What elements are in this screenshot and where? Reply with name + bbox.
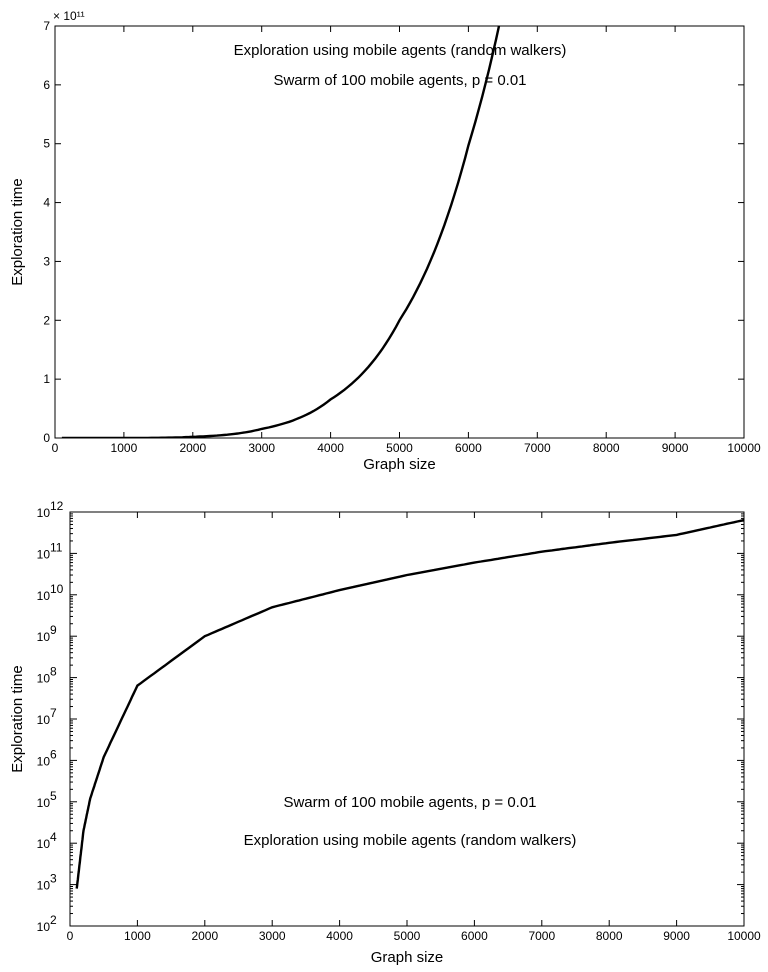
annotation: Swarm of 100 mobile agents, p = 0.01 xyxy=(283,794,536,811)
y-tick-label: 10 xyxy=(37,630,51,644)
y-tick-label: 10 xyxy=(37,754,51,768)
x-tick-label: 8000 xyxy=(593,441,620,455)
x-tick-label: 2000 xyxy=(191,929,218,943)
y-tick-exponent: 2 xyxy=(50,913,57,927)
x-tick-label: 0 xyxy=(52,441,59,455)
x-tick-label: 1000 xyxy=(124,929,151,943)
x-tick-label: 10000 xyxy=(727,441,761,455)
y-tick-exponent: 3 xyxy=(50,872,57,886)
y-axis-label: Exploration time xyxy=(9,665,26,773)
y-tick-label: 10 xyxy=(37,713,51,727)
x-tick-label: 5000 xyxy=(394,929,421,943)
y-tick-label: 10 xyxy=(37,547,51,561)
x-tick-label: 3000 xyxy=(259,929,286,943)
series-line xyxy=(75,518,744,889)
y-tick-exponent: 12 xyxy=(50,499,64,513)
y-tick-label: 7 xyxy=(43,19,50,33)
y-tick-label: 10 xyxy=(37,837,51,851)
y-tick-exponent: 4 xyxy=(50,830,57,844)
y-tick-label: 10 xyxy=(37,506,51,520)
annotation: Exploration using mobile agents (random … xyxy=(244,832,577,849)
y-tick-label: 10 xyxy=(37,796,51,810)
y-tick-exponent: 8 xyxy=(50,665,57,679)
x-tick-label: 0 xyxy=(67,929,74,943)
x-tick-label: 10000 xyxy=(727,929,761,943)
x-tick-label: 8000 xyxy=(596,929,623,943)
y-exponent-label: × 10¹¹ xyxy=(53,9,85,23)
x-tick-label: 7000 xyxy=(528,929,555,943)
x-tick-label: 6000 xyxy=(455,441,482,455)
y-tick-label: 6 xyxy=(43,78,50,92)
y-tick-exponent: 6 xyxy=(50,747,57,761)
chart-2: 0 1000 2000 3000 4000 5000 6000 7000 8000 9000 100… xyxy=(9,499,761,966)
y-tick-label: 10 xyxy=(37,589,51,603)
y-tick-exponent: 11 xyxy=(50,540,63,554)
y-tick-label: 10 xyxy=(37,672,51,686)
y-tick-label: 2 xyxy=(43,313,50,327)
annotation: Exploration using mobile agents (random … xyxy=(234,42,567,59)
y-tick-exponent: 5 xyxy=(50,789,57,803)
chart-1: 0 1000 2000 3000 4000 5000 6000 7000 8000 9000 100… xyxy=(9,9,761,473)
x-tick-label: 4000 xyxy=(326,929,353,943)
y-tick-label: 4 xyxy=(43,196,50,210)
x-tick-label: 5000 xyxy=(386,441,413,455)
x-tick-label: 6000 xyxy=(461,929,488,943)
x-axis-label: Graph size xyxy=(363,456,436,473)
y-tick-exponent: 10 xyxy=(50,582,64,596)
x-tick-label: 1000 xyxy=(111,441,138,455)
y-tick-label: 1 xyxy=(43,372,50,386)
x-tick-label: 2000 xyxy=(179,441,206,455)
y-tick-label: 10 xyxy=(37,879,51,893)
x-tick-label: 3000 xyxy=(248,441,275,455)
x-tick-label: 9000 xyxy=(663,929,690,943)
y-tick-label: 3 xyxy=(43,254,50,268)
y-tick-label: 10 xyxy=(37,920,51,934)
x-tick-label: 4000 xyxy=(317,441,344,455)
x-axis-label: Graph size xyxy=(371,949,444,966)
series-line xyxy=(61,26,501,438)
y-tick-exponent: 7 xyxy=(50,706,57,720)
y-tick-label: 0 xyxy=(43,431,50,445)
x-tick-label: 9000 xyxy=(662,441,689,455)
x-tick-label: 7000 xyxy=(524,441,551,455)
y-tick-exponent: 9 xyxy=(50,623,57,637)
annotation: Swarm of 100 mobile agents, p = 0.01 xyxy=(273,72,526,89)
y-tick-label: 5 xyxy=(43,137,50,151)
y-axis-label: Exploration time xyxy=(9,178,26,286)
